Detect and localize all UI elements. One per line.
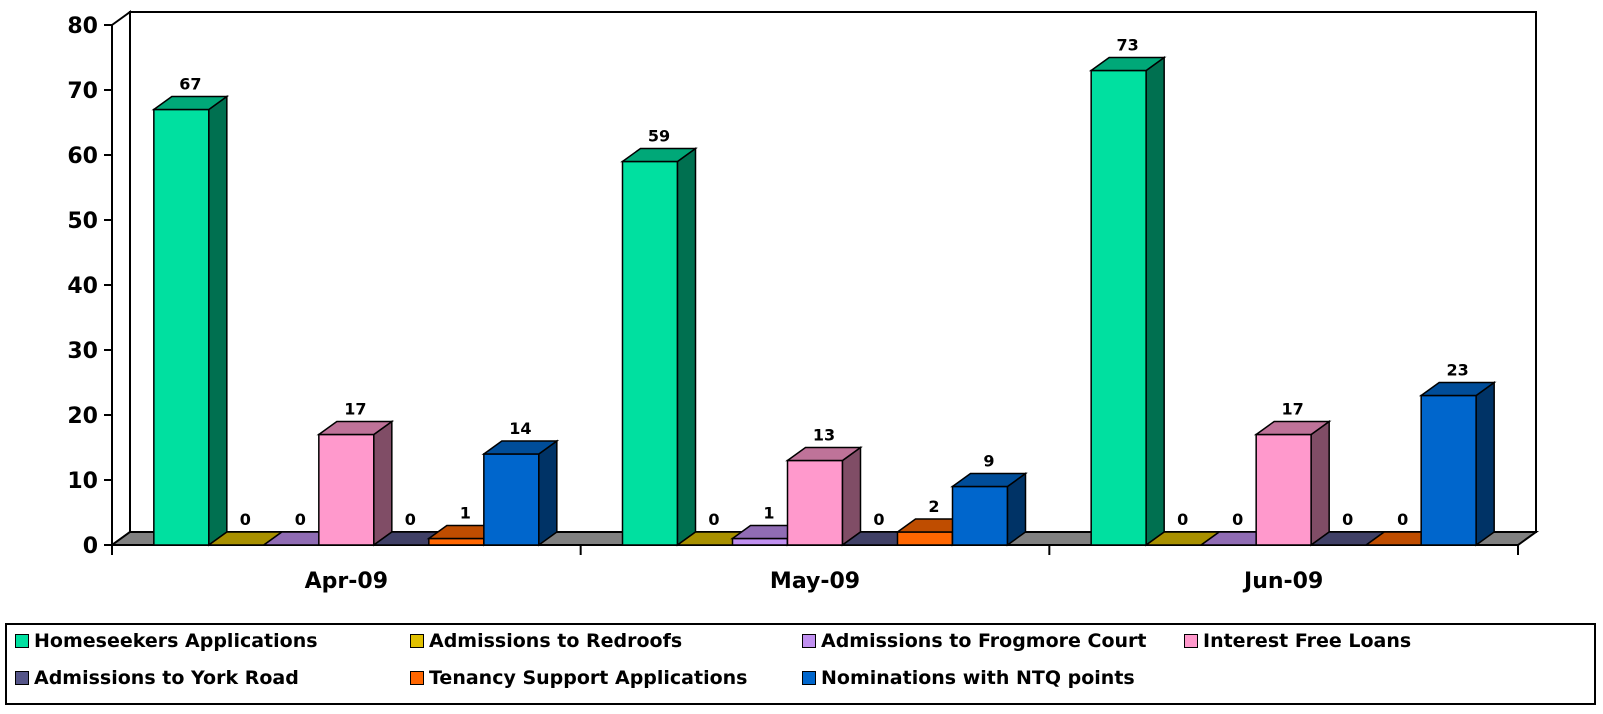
- data-label: 0: [708, 510, 719, 529]
- data-label: 9: [983, 452, 994, 471]
- y-tick-label: 80: [67, 14, 98, 39]
- bar-side: [208, 95, 228, 547]
- data-label: 73: [1117, 36, 1139, 55]
- x-tick-label: May-09: [770, 569, 860, 594]
- bar: [621, 160, 679, 546]
- data-label: 1: [460, 504, 471, 523]
- bar: [428, 537, 485, 546]
- y-tick-label: 10: [67, 469, 98, 494]
- data-label: 0: [405, 510, 416, 529]
- bar-top: [1253, 420, 1332, 436]
- legend-item: Admissions to York Road: [15, 667, 299, 689]
- legend-swatch: [15, 634, 29, 648]
- bar: [731, 537, 789, 546]
- legend: Homeseekers Applications Admissions to Re…: [5, 623, 1596, 705]
- bar-top: [785, 446, 863, 462]
- legend-swatch: [802, 671, 816, 685]
- legend-item: Nominations with NTQ points: [802, 667, 1135, 689]
- bar: [1255, 433, 1312, 546]
- legend-label: Nominations with NTQ points: [821, 667, 1135, 689]
- bar-side: [1145, 56, 1165, 547]
- bar-side: [1310, 420, 1330, 547]
- bar-top: [1088, 56, 1167, 72]
- legend-item: Interest Free Loans: [1184, 630, 1411, 652]
- plot-side-wall: [111, 10, 131, 547]
- legend-swatch: [802, 634, 816, 648]
- x-tick-label: Apr-09: [305, 569, 388, 594]
- data-label: 14: [509, 419, 531, 438]
- bar: [153, 108, 210, 546]
- y-tick-label: 70: [67, 79, 98, 104]
- data-label: 0: [295, 510, 306, 529]
- bar-top: [1418, 381, 1497, 397]
- bar: [896, 531, 954, 546]
- bar: [786, 459, 844, 546]
- y-tick-label: 50: [67, 209, 98, 234]
- legend-swatch: [410, 671, 424, 685]
- bar-side: [1475, 381, 1495, 547]
- legend-swatch: [410, 634, 424, 648]
- legend-label: Tenancy Support Applications: [429, 667, 748, 689]
- bar-side: [841, 446, 862, 547]
- y-tick-label: 40: [67, 274, 98, 299]
- data-label: 0: [240, 510, 251, 529]
- data-label: 0: [1397, 510, 1408, 529]
- y-tick-label: 30: [67, 339, 98, 364]
- bar-top: [151, 95, 230, 111]
- legend-item: Admissions to Frogmore Court: [802, 630, 1147, 652]
- bar: [483, 453, 540, 546]
- legend-label: Admissions to Frogmore Court: [821, 630, 1147, 652]
- legend-label: Admissions to Redroofs: [429, 630, 683, 652]
- bar-side: [373, 420, 393, 547]
- y-tick-label: 0: [83, 534, 98, 559]
- data-label: 1: [763, 504, 774, 523]
- bar-side: [538, 439, 558, 547]
- data-label: 67: [179, 75, 201, 94]
- data-label: 13: [813, 426, 835, 445]
- data-label: 17: [344, 400, 366, 419]
- data-label: 59: [648, 127, 670, 146]
- bar: [951, 485, 1009, 546]
- bar: [1420, 394, 1477, 546]
- bar-top: [316, 420, 395, 436]
- data-label: 17: [1282, 400, 1304, 419]
- legend-item: Admissions to Redroofs: [410, 630, 682, 652]
- data-label: 0: [873, 510, 884, 529]
- legend-label: Interest Free Loans: [1203, 630, 1412, 652]
- bar-top: [950, 472, 1028, 488]
- bar: [318, 433, 375, 546]
- bar-top: [481, 440, 560, 455]
- legend-item: Tenancy Support Applications: [410, 667, 748, 689]
- legend-item: Homeseekers Applications: [15, 630, 318, 652]
- data-label: 23: [1447, 361, 1469, 380]
- x-tick-label: Jun-09: [1242, 569, 1323, 594]
- data-label: 2: [928, 497, 939, 516]
- legend-label: Admissions to York Road: [34, 667, 299, 689]
- y-tick-label: 60: [67, 144, 98, 169]
- legend-swatch: [1184, 634, 1198, 648]
- data-label: 0: [1177, 510, 1188, 529]
- legend-label: Homeseekers Applications: [34, 630, 318, 652]
- bar-side: [676, 147, 697, 547]
- bar: [1090, 69, 1147, 546]
- legend-swatch: [15, 671, 29, 685]
- bar-top: [620, 147, 698, 163]
- data-label: 0: [1342, 510, 1353, 529]
- data-label: 0: [1232, 510, 1243, 529]
- y-tick-label: 20: [67, 404, 98, 429]
